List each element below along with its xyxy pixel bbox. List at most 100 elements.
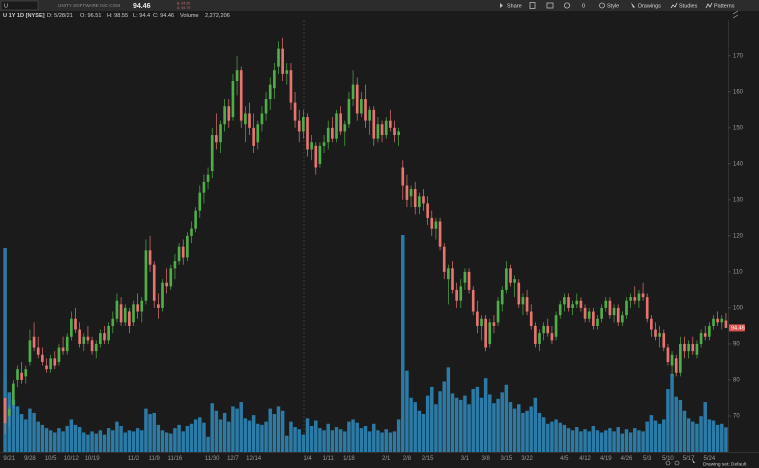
volume-layer — [3, 235, 728, 452]
candle-body — [119, 304, 123, 323]
patterns-button[interactable]: Patterns — [714, 3, 735, 9]
volume-bar — [628, 432, 633, 452]
candle-body — [360, 99, 363, 114]
candle-body — [596, 318, 599, 326]
candle-body — [281, 48, 284, 74]
candle-body — [244, 113, 247, 125]
volume-bar — [662, 419, 666, 452]
volume-bar — [193, 419, 198, 452]
x-tick-label: 4/5 — [560, 456, 569, 462]
volume-bar — [98, 430, 103, 452]
candle-body — [567, 297, 570, 308]
volume-bar — [454, 397, 459, 452]
candle-body — [368, 109, 371, 121]
info-high: H: 98.55 — [107, 13, 128, 19]
volume-bar — [264, 421, 268, 452]
volume-bar — [318, 428, 322, 452]
y-tick-label: 100 — [733, 306, 744, 312]
volume-bar — [604, 430, 608, 452]
x-tick-label: 11/16 — [168, 456, 183, 462]
volume-bar — [633, 428, 637, 452]
zoom-icon[interactable] — [665, 460, 671, 466]
share-button[interactable]: Share — [507, 3, 522, 9]
candle-body — [302, 117, 305, 132]
candle-body — [268, 84, 272, 100]
style-button[interactable]: Style — [607, 3, 619, 9]
axis-icon[interactable] — [732, 10, 739, 19]
candle-body — [99, 333, 102, 344]
candle-body — [384, 120, 388, 136]
last-price: 94.46 — [133, 3, 151, 10]
y-tick-label: 80 — [733, 378, 740, 384]
volume-bar — [61, 431, 65, 452]
volume-bar — [450, 393, 455, 452]
volume-bar — [720, 423, 724, 452]
x-tick-label: 10/5 — [45, 456, 57, 462]
candle-body — [459, 286, 463, 301]
volume-bar — [707, 419, 712, 452]
volume-bar — [351, 419, 355, 452]
studies-button[interactable]: Studies — [679, 3, 698, 9]
volume-bar — [492, 403, 496, 452]
volume-bar — [504, 384, 509, 452]
candle-body — [132, 304, 135, 323]
volume-bar — [467, 404, 471, 452]
volume-bar — [251, 415, 256, 452]
volume-bar — [724, 427, 728, 452]
candle-body — [616, 307, 620, 323]
volume-bar — [682, 410, 687, 452]
candle-body — [550, 333, 554, 341]
y-tick-label: 140 — [733, 161, 744, 167]
volume-bar — [413, 402, 417, 452]
candle-body — [679, 343, 682, 373]
candle-body — [650, 318, 653, 330]
y-tick-label: 110 — [733, 269, 743, 275]
volume-bar — [173, 428, 177, 452]
volume-bar — [185, 425, 190, 452]
drawings-button[interactable]: Drawings — [638, 3, 661, 9]
candle-body — [405, 185, 409, 200]
candle-body — [293, 102, 297, 121]
volume-bar — [367, 431, 372, 452]
volume-bar — [355, 422, 359, 452]
volume-bar — [363, 425, 368, 452]
candle-body — [691, 343, 695, 352]
candle-body — [364, 99, 367, 121]
volume-bar — [533, 397, 538, 452]
x-tick-label: 5/3 — [643, 456, 652, 462]
candle-body — [488, 322, 492, 344]
candle-body — [219, 124, 222, 143]
volume-bar — [36, 421, 40, 452]
candle-body — [12, 383, 15, 406]
info-open: O: 96.51 — [80, 13, 101, 19]
volume-bar — [256, 423, 260, 452]
volume-bar — [645, 421, 649, 452]
volume-bar — [152, 412, 156, 452]
zoom-icon[interactable] — [674, 460, 680, 466]
candle-body — [256, 124, 260, 143]
candle-body — [7, 408, 11, 416]
volume-bar — [111, 430, 115, 452]
candle-body — [534, 325, 537, 344]
volume-bar — [608, 428, 612, 452]
toolbar — [0, 0, 759, 11]
volume-bar — [380, 432, 384, 452]
icon[interactable] — [546, 2, 554, 9]
candle-body — [318, 145, 322, 164]
icon[interactable] — [564, 2, 571, 9]
candle-body — [136, 304, 139, 312]
icon[interactable] — [529, 2, 536, 9]
last-price-marker — [729, 324, 745, 332]
candle-body — [252, 127, 255, 146]
volume-bar — [119, 425, 123, 452]
candle-body — [608, 300, 612, 316]
volume-bar — [305, 418, 310, 452]
info-close: C: 94.46 — [153, 13, 174, 19]
candle-body — [629, 297, 632, 301]
volume-bar — [715, 424, 720, 452]
volume-bar — [314, 420, 318, 452]
candle-body — [554, 315, 558, 337]
volume-bar — [160, 430, 165, 452]
drawing-set[interactable]: Drawing set: Default — [703, 461, 747, 467]
symbol-input[interactable] — [0, 0, 39, 11]
